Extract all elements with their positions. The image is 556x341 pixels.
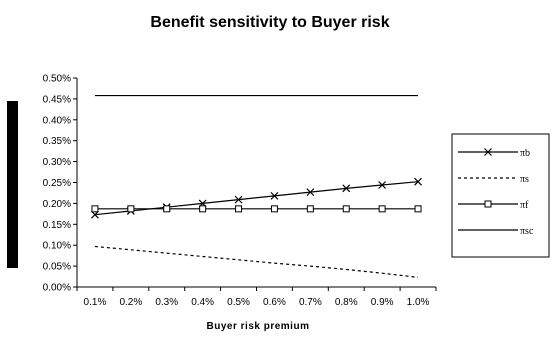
x-tick-label: 0.8% (335, 297, 358, 308)
y-tick-label: 0.10% (43, 241, 71, 252)
data-point-pi-b (234, 195, 243, 204)
data-point-pi-f (235, 205, 243, 213)
legend-box (451, 133, 550, 258)
x-axis-label: Buyer risk premium (207, 321, 310, 332)
series-line-pi-s (94, 245, 419, 278)
occluding-black-bar (7, 101, 18, 268)
legend-label-pi-f: πf (520, 200, 529, 211)
y-tick-label: 0.30% (43, 157, 71, 168)
legend-label-pi-sc: πsc (520, 226, 534, 237)
data-point-pi-f (199, 205, 207, 213)
data-point-pi-b (342, 184, 351, 193)
data-point-pi-f (127, 205, 135, 213)
x-tick-label: 0.3% (155, 297, 178, 308)
x-tick-label: 0.5% (227, 297, 250, 308)
data-point-pi-f (270, 205, 278, 213)
legend-label-pi-b: πb (520, 148, 530, 159)
x-tick-label: 0.9% (371, 297, 394, 308)
y-tick-label: 0.25% (43, 178, 71, 189)
x-tick-label: 0.4% (191, 297, 214, 308)
chart-title: Benefit sensitivity to Buyer risk (150, 14, 389, 31)
x-tick-label: 1.0% (407, 297, 430, 308)
y-tick-label: 0.20% (43, 199, 71, 210)
data-point-pi-f (163, 205, 171, 213)
legend-marker-pi-b (484, 148, 492, 156)
data-point-pi-f (306, 205, 314, 213)
plot-area: 0.00% 0.05% 0.10% 0.15% 0.20% 0.25% 0.30% 0.35%… (43, 74, 437, 308)
y-tick-label: 0.15% (43, 220, 71, 231)
data-point-pi-b (91, 210, 99, 219)
y-tick-label: 0.50% (43, 74, 71, 85)
x-tick-label: 0.6% (263, 297, 286, 308)
data-point-pi-b (378, 181, 387, 189)
y-tick-label: 0.05% (43, 262, 71, 273)
data-point-pi-b (270, 191, 279, 200)
data-point-pi-f (414, 205, 422, 213)
y-tick-label: 0.00% (43, 283, 71, 294)
legend: πb πs πf πsc (451, 133, 550, 258)
y-tick-label: 0.45% (43, 94, 71, 105)
legend-marker-pi-f (484, 200, 492, 208)
data-point-pi-f (378, 205, 386, 213)
data-point-pi-b (306, 188, 315, 197)
data-point-pi-f (91, 205, 99, 213)
x-tick-label: 0.7% (299, 297, 322, 308)
series-line-pi-b (94, 181, 419, 216)
x-tick-label: 0.2% (119, 297, 142, 308)
data-point-pi-b (414, 177, 422, 186)
legend-label-pi-s: πs (520, 174, 529, 185)
y-tick-label: 0.35% (43, 136, 71, 147)
data-point-pi-f (342, 205, 350, 213)
y-tick-label: 0.40% (43, 115, 71, 126)
x-tick-label: 0.1% (84, 297, 107, 308)
